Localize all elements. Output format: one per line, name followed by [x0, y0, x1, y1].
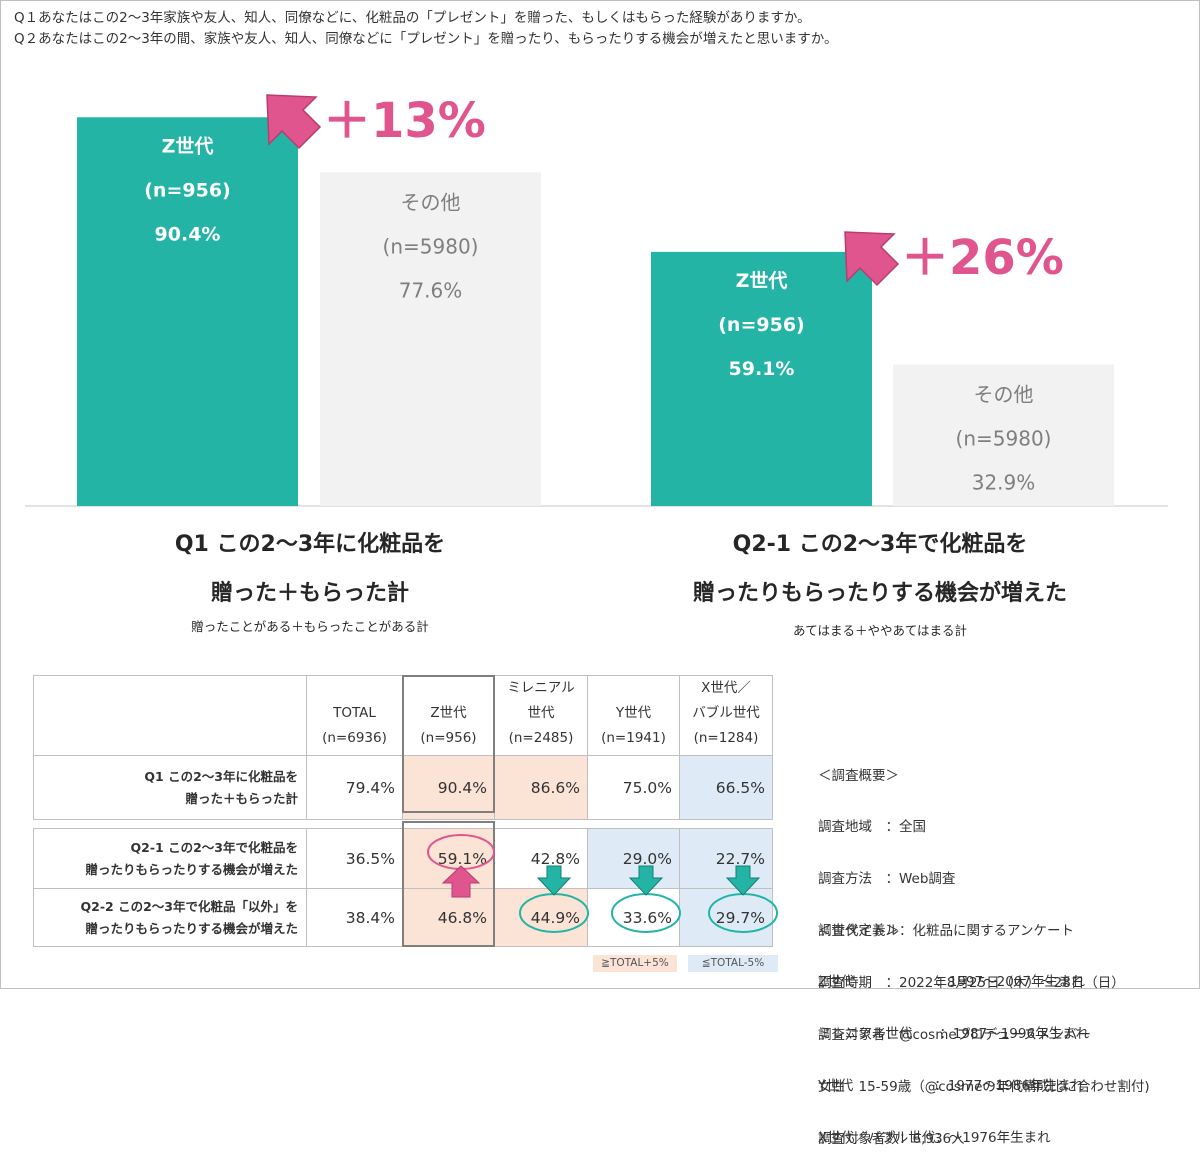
chart2-subtitle: あてはまる＋ややあてはまる計	[792, 623, 967, 638]
header-genx: X世代／ バブル世代 (n=1284)	[679, 675, 773, 756]
cell-genx: 66.5%	[679, 755, 773, 820]
bar-genz	[651, 251, 872, 506]
bar-genz	[77, 117, 298, 506]
bar-n-label: (n=5980)	[383, 234, 479, 258]
overview-line: ＜調査概要＞	[818, 767, 899, 784]
bar-value-label: 59.1%	[729, 358, 795, 380]
header-line2: バブル世代	[692, 705, 760, 721]
table-row-q2-1: Q2-1 この2～3年で化粧品を 贈ったりもらったりする機会が増えた 36.5% …	[33, 828, 773, 889]
cell-millennial: 44.9%	[494, 888, 588, 947]
chart1-subtitle: 贈ったことがある＋もらったことがある計	[191, 619, 429, 634]
increase-annotation: ＋13%	[323, 93, 486, 149]
genz-highlight-box-q2	[402, 821, 495, 947]
cell-millennial: 86.6%	[494, 755, 588, 820]
row-label: Q1 この2～3年に化粧品を贈った＋もらった計	[33, 755, 307, 820]
highlight-ellipse-genz	[427, 834, 495, 870]
highlight-ellipse-genx	[708, 893, 778, 933]
table-row-q1: Q1 この2～3年に化粧品を 贈った＋もらった計 79.4% 90.4% 86.6…	[33, 755, 773, 820]
up-arrow-icon	[441, 865, 481, 898]
cell-total: 79.4%	[306, 755, 403, 820]
legend-blue: ≦TOTAL-5%	[688, 955, 778, 972]
row-label: Q2-2 この2～3年で化粧品「以外」を 贈ったりもらったりする機会が増えた	[33, 888, 307, 947]
chart1-title-line2: 贈った＋もらった計	[210, 581, 409, 606]
up-arrow-icon	[266, 94, 322, 150]
row-label-line2: 贈った＋もらった計	[185, 790, 298, 806]
header-n: (n=1941)	[601, 730, 666, 746]
chart2-title-line1: Q2-1 この2～3年で化粧品を	[732, 532, 1028, 557]
cell-genx: 29.7%	[679, 888, 773, 947]
definition-line: ＜世代定義＞	[818, 922, 899, 939]
table-header-row: TOTAL (n=6936) Z世代 (n=956) ミレニアル 世代 (n=2…	[33, 675, 773, 756]
definition-line: X世代／バブル世代：～1976年生まれ	[818, 1130, 1051, 1147]
bar-other	[320, 172, 541, 506]
bar-value-label: 32.9%	[972, 471, 1036, 495]
down-arrow-icon	[725, 865, 761, 896]
header-total: TOTAL (n=6936)	[306, 675, 403, 756]
charts-layer: Z世代 (n=956) 90.4% その他 (n=5980) 77.6% ＋13% Z世代 (n…	[77, 93, 1114, 506]
bar-category-label: Z世代	[736, 270, 788, 292]
header-geny: Y世代 (n=1941)	[587, 675, 680, 756]
highlight-ellipse-millennial	[519, 893, 589, 933]
bar-n-label: (n=956)	[144, 179, 230, 201]
chart1-title-line1: Q1 この2～3年に化粧品を	[174, 532, 446, 557]
comparison-table: TOTAL (n=6936) Z世代 (n=956) ミレニアル 世代 (n=2…	[33, 675, 773, 947]
definition-line: ミレニアル世代 ：1987～1996年生まれ	[818, 1026, 1090, 1043]
down-arrow-icon	[536, 865, 572, 896]
overview-line: 調査地域 ：全国	[818, 819, 926, 836]
bar-charts: Z世代 (n=956) 90.4% その他 (n=5980) 77.6% ＋13% Z世代 (n…	[25, 93, 1168, 507]
header-n: (n=956)	[420, 730, 477, 746]
bar-n-label: (n=956)	[718, 314, 804, 336]
header-line2: TOTAL	[333, 705, 376, 721]
chart-1: Z世代 (n=956) 90.4% その他 (n=5980) 77.6% ＋13%	[77, 93, 541, 506]
overview-line: 調査時期 ：2022年8月25日（木）～28日（日）	[818, 975, 1125, 992]
bar-category-label: その他	[974, 383, 1034, 407]
header-line2: Z世代	[430, 705, 467, 721]
question-q1: Q１あなたはこの2～3年家族や友人、知人、同僚などに、化粧品の「プレゼント」を贈…	[14, 10, 811, 26]
chart-2: Z世代 (n=956) 59.1% その他 (n=5980) 32.9% ＋26%	[651, 230, 1114, 506]
header-corner	[33, 675, 307, 756]
row-label-line1: Q1 この2～3年に化粧品を	[144, 768, 298, 784]
up-arrow-icon	[844, 231, 900, 287]
row-label: Q2-1 この2～3年で化粧品を贈ったりもらったりする機会が増えた	[33, 828, 307, 889]
header-n: (n=6936)	[322, 730, 387, 746]
bar-value-label: 90.4%	[155, 223, 221, 245]
cell-total: 38.4%	[306, 888, 403, 947]
genz-highlight-box-q1	[402, 675, 495, 813]
header-millennial: ミレニアル 世代 (n=2485)	[494, 675, 588, 756]
increase-annotation: ＋26%	[901, 230, 1064, 286]
bar-value-label: 77.6%	[399, 278, 463, 302]
overview-line: 調査方法 ：Web調査	[818, 871, 956, 888]
definition-line: Y世代 ：1977～1986年生まれ	[818, 1078, 1084, 1095]
bar-n-label: (n=5980)	[956, 427, 1052, 451]
bar-other	[893, 364, 1114, 506]
chart2-title-line2: 贈ったりもらったりする機会が増えた	[692, 581, 1067, 606]
row-label-line2: 贈ったりもらったりする機会が増えた	[85, 920, 298, 936]
down-arrow-icon	[628, 865, 664, 896]
header-n: (n=2485)	[508, 730, 574, 746]
bar-category-label: Z世代	[162, 135, 214, 157]
row-label-line1: Q2-1 この2～3年で化粧品を	[130, 839, 298, 855]
header-line1: X世代／	[701, 680, 751, 696]
table-annotations	[402, 675, 778, 947]
legend-pink: ≧TOTAL+5%	[593, 955, 677, 972]
cell-total: 36.5%	[306, 828, 403, 889]
table-row-q2-2: Q2-2 この2～3年で化粧品「以外」を 贈ったりもらったりする機会が増えた 38…	[33, 888, 773, 947]
overview-line: 調査タイトル：化粧品に関するアンケート	[818, 923, 1074, 940]
row-label-line2: 贈ったりもらったりする機会が増えた	[85, 861, 298, 877]
definition-line: Z世代 ：1997～2007年生まれ	[818, 974, 1085, 991]
header-line1: ミレニアル	[507, 680, 575, 696]
header-n: (n=1284)	[693, 730, 759, 746]
row-label-line1: Q2-2 この2～3年で化粧品「以外」を	[80, 898, 298, 914]
highlight-ellipse-geny	[611, 893, 681, 933]
cell-genz: 46.8%	[402, 888, 495, 947]
header-line2: 世代	[527, 705, 555, 721]
header-line2: Y世代	[615, 705, 652, 721]
question-q2: Q２あなたはこの2～3年の間、家族や友人、知人、同僚などに「プレゼント」を贈った…	[14, 31, 838, 47]
generation-definitions: ＜世代定義＞ Z世代 ：1997～2007年生まれ ミレニアル世代 ：1987～…	[818, 888, 1089, 1165]
bar-category-label: その他	[401, 190, 461, 214]
